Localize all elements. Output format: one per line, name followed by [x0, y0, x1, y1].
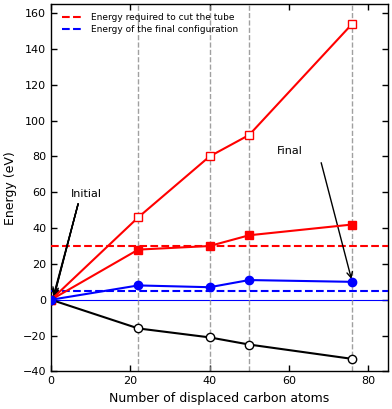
- Y-axis label: Energy (eV): Energy (eV): [4, 151, 17, 225]
- X-axis label: Number of displaced carbon atoms: Number of displaced carbon atoms: [109, 392, 330, 405]
- Text: Initial: Initial: [71, 189, 102, 199]
- Text: Final: Final: [277, 146, 303, 156]
- Legend: Energy required to cut the tube, Energy of the final configuration: Energy required to cut the tube, Energy …: [59, 11, 241, 37]
